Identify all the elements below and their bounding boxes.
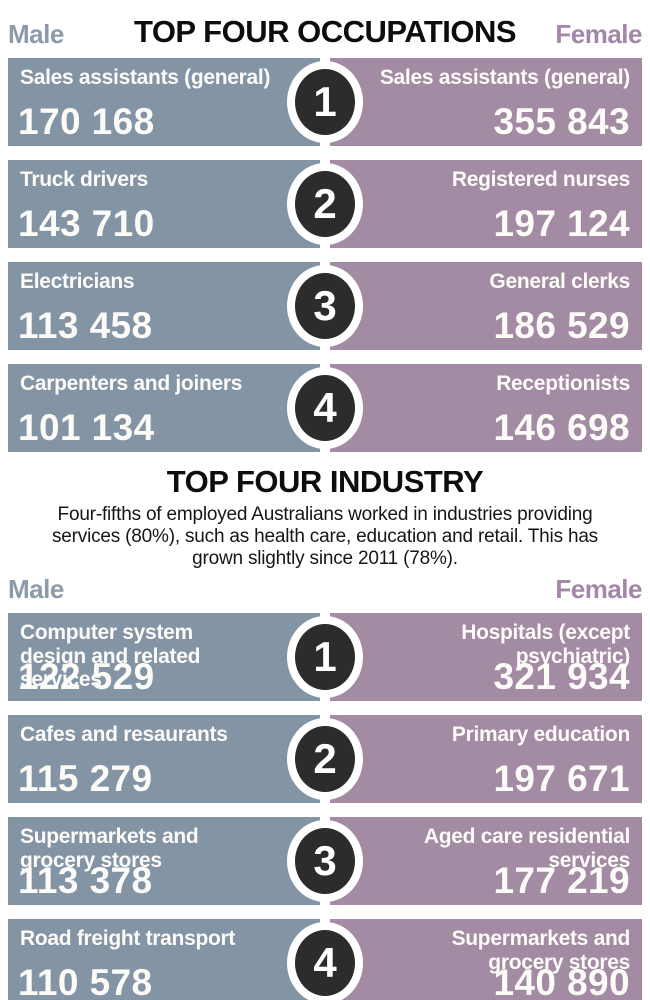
occupation-label: Sales assistants (general)	[379, 66, 630, 89]
male-bar: Sales assistants (general) 170 168	[8, 58, 320, 146]
occupation-label: Electricians	[20, 270, 135, 293]
industry-count: 110 578	[18, 962, 153, 1000]
rank-number: 1	[313, 78, 337, 125]
occupations-title: TOP FOUR OCCUPATIONS	[133, 14, 517, 49]
rank-badge: 4	[287, 367, 363, 449]
occupation-count: 101 134	[18, 407, 155, 448]
rank-badge: 3	[287, 265, 363, 347]
rank-number: 4	[313, 939, 337, 987]
female-bar: Receptionists 146 698	[330, 364, 642, 452]
rank-badge: 1	[287, 61, 363, 143]
rank-number: 2	[313, 180, 337, 227]
male-bar: Cafes and resaurants 115 279	[8, 715, 320, 804]
occupation-count: 146 698	[493, 407, 630, 448]
male-bar: Electricians 113 458	[8, 262, 320, 350]
female-bar: Primary education 197 671	[330, 715, 642, 804]
industry-row-1: Computer system design and related servi…	[8, 613, 642, 702]
male-bar: Truck drivers 143 710	[8, 160, 320, 248]
industry-label: Road freight transport	[20, 927, 236, 951]
male-bar: Supermarkets and grocery stores 113 378	[8, 817, 320, 906]
rank-number: 1	[313, 633, 337, 681]
female-bar: Sales assistants (general) 355 843	[330, 58, 642, 146]
rank-badge: 2	[287, 718, 363, 801]
occupation-row-2: Truck drivers 143 710 Registered nurses …	[8, 160, 642, 248]
rank-badge: 3	[287, 820, 363, 903]
male-bar: Road freight transport 110 578	[8, 919, 320, 1000]
rank-number: 3	[313, 282, 337, 329]
female-bar: Hospitals (except psychiatric) 321 934	[330, 613, 642, 702]
rank-badge: 4	[287, 922, 363, 1000]
occupation-count: 186 529	[493, 305, 630, 346]
industry-label: Supermarkets and grocery stores	[451, 927, 631, 974]
rank-badge: 2	[287, 163, 363, 245]
industry-header: Male Female	[8, 570, 643, 605]
industry-label: Supermarkets and grocery stores	[20, 825, 199, 872]
occupation-row-4: Carpenters and joiners 101 134 Reception…	[8, 364, 642, 452]
industry-count: 177 219	[493, 860, 630, 902]
occupation-count: 143 710	[18, 203, 155, 244]
industry-count: 113 378	[18, 860, 153, 902]
occupations-header: Male TOP FOUR OCCUPATIONS Female	[8, 0, 642, 50]
industry-count: 140 890	[493, 962, 630, 1000]
occupation-label: Sales assistants (general)	[20, 66, 271, 89]
occupations-rows: Sales assistants (general) 170 168 Sales…	[8, 58, 642, 452]
industry-label: Computer system design and related servi…	[20, 621, 201, 692]
industry-label: Primary education	[451, 723, 630, 747]
occupation-label: Truck drivers	[20, 168, 149, 191]
industry-count: 115 279	[18, 758, 153, 800]
male-bar: Computer system design and related servi…	[8, 613, 320, 702]
rank-number: 2	[313, 735, 337, 783]
rank-number: 3	[313, 837, 337, 885]
occupation-label: Receptionists	[496, 372, 630, 395]
occupation-label: Registered nurses	[451, 168, 630, 191]
occupation-count: 170 168	[18, 101, 155, 142]
industry-rows: Computer system design and related servi…	[8, 613, 642, 1000]
female-column-label: Female	[555, 19, 642, 49]
industry-intro-paragraph: Four-fifths of employed Australians work…	[52, 504, 598, 570]
female-column-label: Female	[555, 574, 642, 605]
male-column-label: Male	[8, 19, 64, 49]
female-bar: General clerks 186 529	[330, 262, 642, 350]
industry-row-2: Cafes and resaurants 115 279 Primary edu…	[8, 715, 642, 804]
industry-row-3: Supermarkets and grocery stores 113 378 …	[8, 817, 642, 906]
industry-count: 321 934	[493, 656, 630, 698]
industry-count: 122 529	[18, 656, 155, 698]
male-column-label: Male	[8, 574, 64, 605]
rank-number: 4	[313, 384, 337, 431]
occupation-row-1: Sales assistants (general) 170 168 Sales…	[8, 58, 642, 146]
industry-label: Hospitals (except psychiatric)	[461, 621, 630, 668]
industry-row-4: Road freight transport 110 578 Supermark…	[8, 919, 642, 1000]
occupation-count: 355 843	[493, 101, 630, 142]
occupation-row-3: Electricians 113 458 General clerks 186 …	[8, 262, 642, 350]
female-bar: Registered nurses 197 124	[330, 160, 642, 248]
industry-label: Aged care residential services	[423, 825, 630, 872]
occupation-label: Carpenters and joiners	[20, 372, 243, 395]
female-bar: Aged care residential services 177 219	[330, 817, 642, 906]
male-bar: Carpenters and joiners 101 134	[8, 364, 320, 452]
industry-label: Cafes and resaurants	[20, 723, 228, 747]
industry-count: 197 671	[493, 758, 630, 800]
occupation-count: 113 458	[18, 305, 153, 346]
industry-title: TOP FOUR INDUSTRY	[166, 464, 484, 499]
occupation-count: 197 124	[493, 203, 630, 244]
rank-badge: 1	[287, 616, 363, 699]
occupation-label: General clerks	[489, 270, 630, 293]
female-bar: Supermarkets and grocery stores 140 890	[330, 919, 642, 1000]
